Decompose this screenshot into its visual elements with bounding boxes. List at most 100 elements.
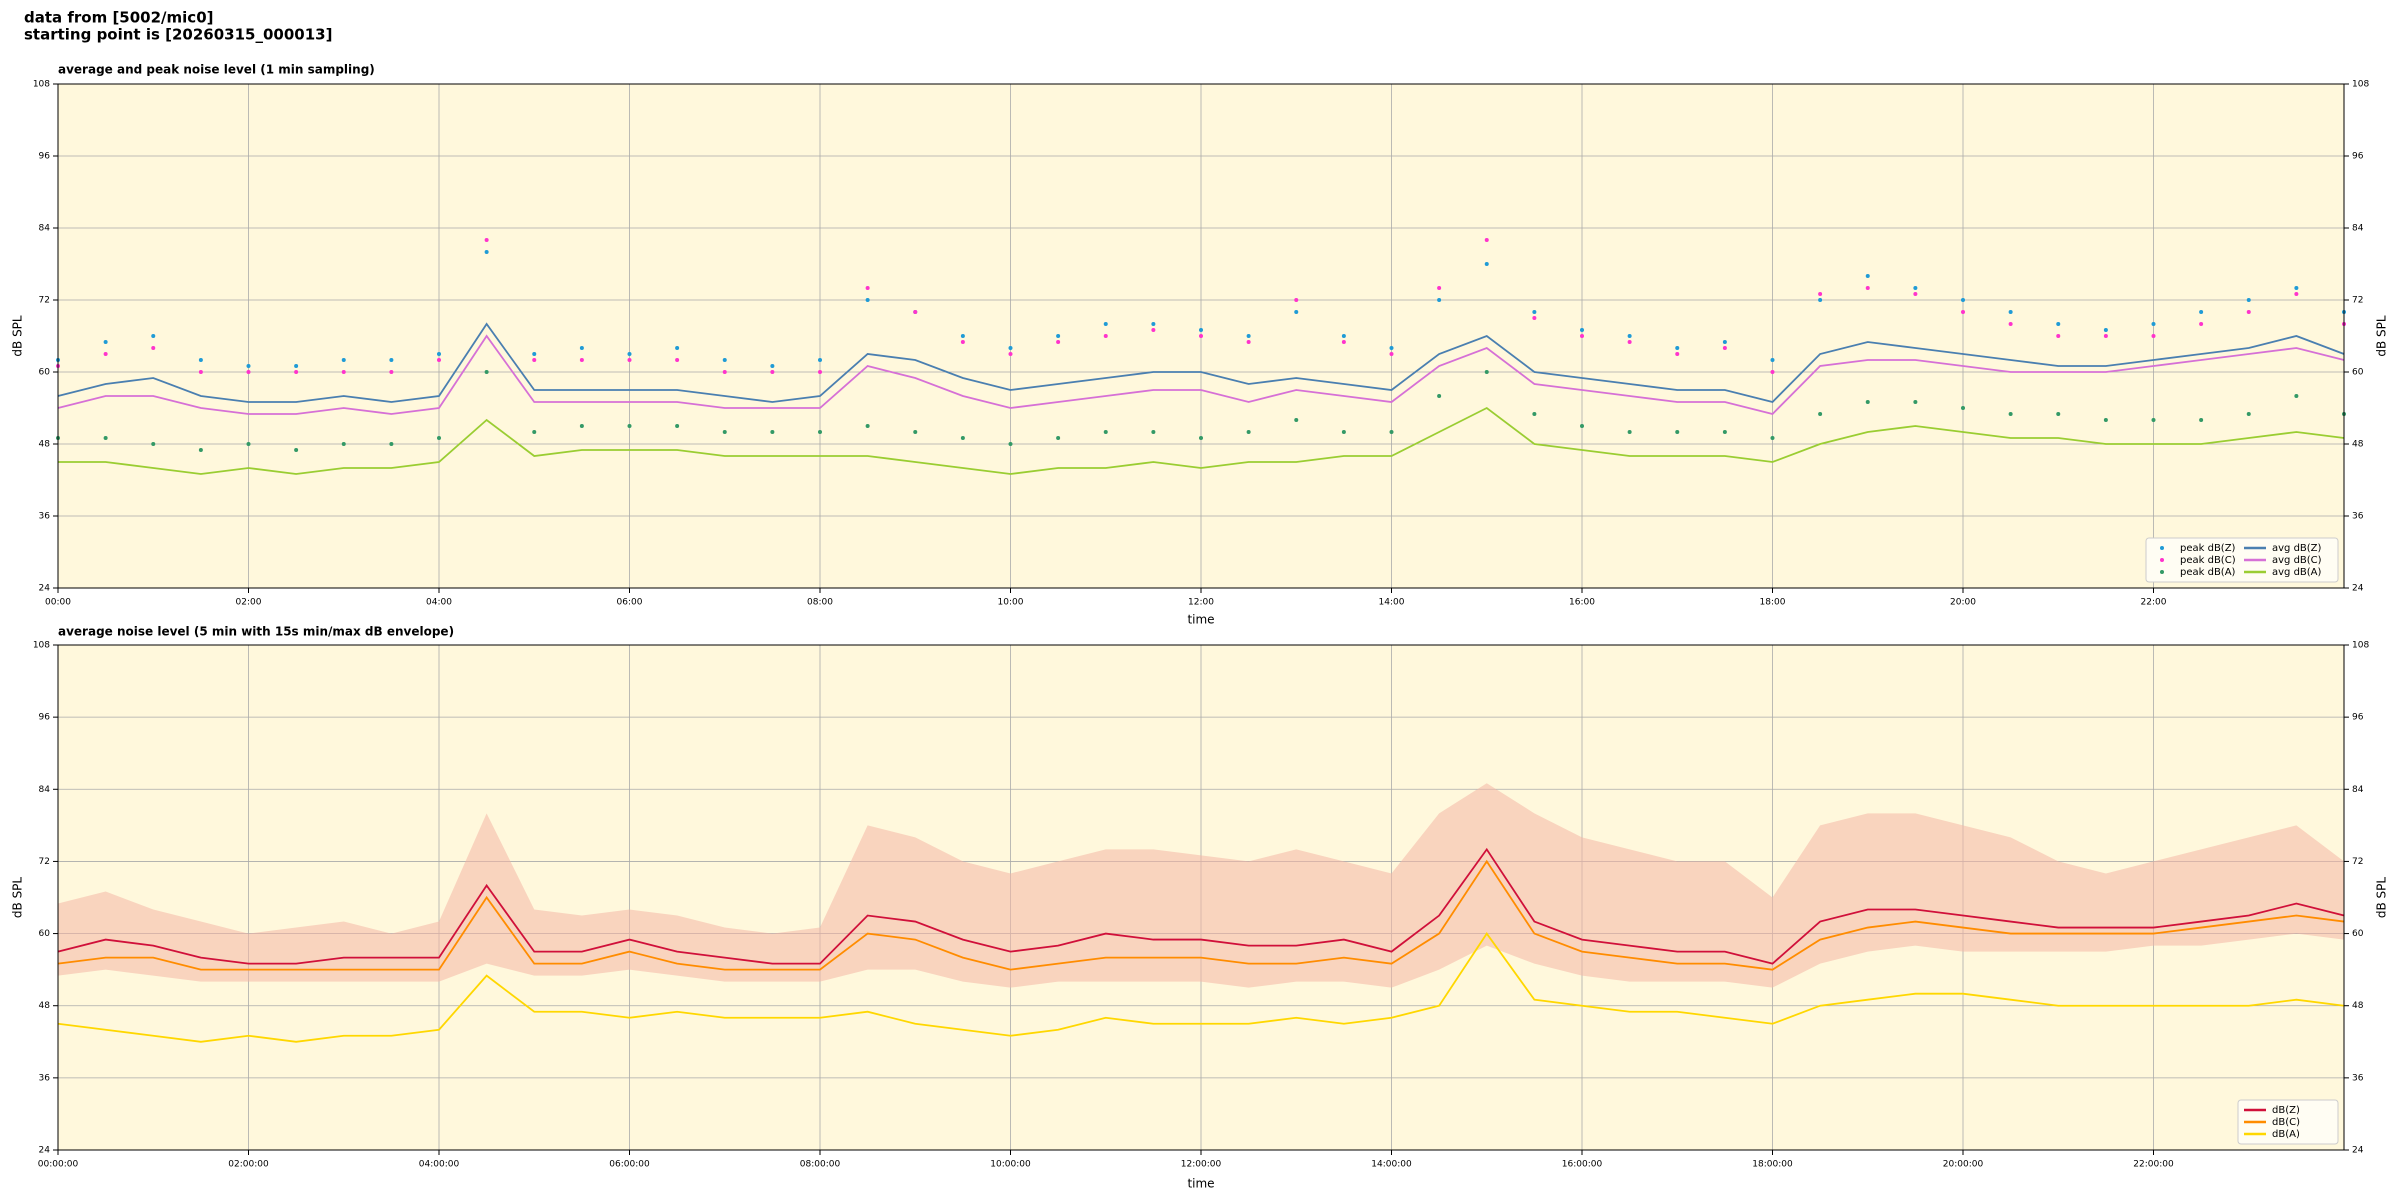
peak-point	[1913, 286, 1918, 290]
peak-point	[341, 370, 346, 374]
peak-point	[2199, 310, 2204, 314]
y-tick-label: 72	[2352, 857, 2363, 867]
peak-point	[627, 352, 632, 356]
peak-point	[389, 370, 394, 374]
peak-point	[1580, 328, 1584, 332]
y-tick-label: 96	[2352, 713, 2364, 723]
legend-label: dB(A)	[2272, 1129, 2300, 1140]
peak-point	[1818, 298, 1823, 302]
peak-point	[675, 346, 680, 350]
legend-label: avg dB(C)	[2272, 555, 2322, 566]
peak-point	[1437, 394, 1442, 398]
peak-point	[198, 370, 203, 374]
y-tick-label: 60	[2352, 368, 2364, 378]
legend-label: peak dB(Z)	[2180, 543, 2236, 554]
peak-point	[1675, 346, 1680, 350]
x-tick-label: 12:00	[1188, 598, 1214, 608]
y-tick-label: 84	[39, 785, 51, 795]
peak-point	[1294, 298, 1299, 302]
peak-point	[1437, 298, 1442, 302]
peak-point	[437, 352, 441, 356]
peak-point	[2008, 310, 2013, 314]
peak-point	[103, 436, 108, 440]
peak-point	[1818, 292, 1823, 296]
chart-title: average noise level (5 min with 15s min/…	[58, 625, 454, 639]
peak-point	[1675, 352, 1680, 356]
peak-point	[341, 358, 346, 362]
y-tick-label: 108	[33, 641, 50, 651]
x-tick-label: 18:00	[1760, 598, 1786, 608]
peak-point	[341, 442, 346, 446]
y-tick-label: 96	[2352, 152, 2364, 162]
peak-point	[1437, 286, 1442, 290]
peak-point	[1008, 352, 1013, 356]
x-axis-label: time	[1187, 1177, 1214, 1191]
legend-label: peak dB(C)	[2180, 555, 2236, 566]
legend-label: avg dB(A)	[2272, 567, 2322, 578]
header-line: data from [5002/mic0]	[24, 9, 214, 27]
x-tick-label: 04:00:00	[419, 1160, 460, 1170]
peak-point	[818, 430, 822, 434]
peak-point	[1341, 340, 1346, 344]
x-tick-label: 12:00:00	[1181, 1160, 1222, 1170]
peak-point	[1341, 430, 1346, 434]
series-line	[58, 406, 2345, 475]
peak-point	[1389, 430, 1394, 434]
x-tick-label: 22:00	[2141, 598, 2167, 608]
peak-point	[865, 286, 870, 290]
y-tick-label: 24	[2352, 1146, 2364, 1156]
y-tick-label: 108	[2352, 80, 2369, 90]
peak-point	[389, 358, 394, 362]
peak-point	[722, 370, 727, 374]
peak-point	[2103, 334, 2108, 338]
peak-point	[437, 358, 441, 362]
peak-point	[1484, 262, 1489, 266]
x-tick-label: 06:00	[617, 598, 643, 608]
peak-point	[2056, 412, 2061, 416]
y-axis-label: dB SPL	[11, 315, 25, 357]
y-tick-label: 36	[2352, 1073, 2364, 1083]
peak-point	[1818, 412, 1823, 416]
peak-point	[1722, 346, 1727, 350]
peak-point	[198, 358, 203, 362]
peak-point	[484, 250, 489, 254]
y-tick-label: 36	[2352, 512, 2364, 522]
peak-point	[1484, 370, 1489, 374]
peak-point	[2056, 322, 2061, 326]
peak-point	[2151, 418, 2156, 422]
peak-point	[294, 448, 299, 452]
peak-point	[2151, 334, 2156, 338]
y-tick-label: 60	[2352, 929, 2364, 939]
peak-point	[1722, 340, 1727, 344]
peak-point	[1151, 430, 1156, 434]
peak-point	[579, 424, 584, 428]
peak-point	[294, 370, 299, 374]
peak-point	[1722, 430, 1727, 434]
x-axis-label: time	[1187, 613, 1214, 627]
peak-point	[437, 436, 441, 440]
peak-point	[1294, 418, 1299, 422]
peak-point	[1294, 310, 1299, 314]
peak-point	[103, 352, 108, 356]
peak-point	[1532, 316, 1537, 320]
peak-point	[2199, 322, 2204, 326]
x-tick-label: 14:00:00	[1371, 1160, 1412, 1170]
legend-marker	[2160, 546, 2164, 550]
x-tick-label: 10:00:00	[990, 1160, 1031, 1170]
peak-point	[2103, 328, 2108, 332]
y-tick-label: 84	[2352, 785, 2364, 795]
peak-point	[675, 424, 680, 428]
peak-point	[913, 310, 918, 314]
peak-point	[1532, 310, 1537, 314]
peak-point	[675, 358, 680, 362]
x-tick-label: 08:00	[807, 598, 833, 608]
plot-frame	[57, 644, 2345, 1151]
peak-point	[1199, 436, 1203, 440]
peak-point	[1103, 334, 1108, 338]
peak-point	[818, 370, 822, 374]
legend-marker	[2160, 558, 2164, 562]
y-tick-label: 108	[33, 80, 50, 90]
peak-point	[2294, 286, 2299, 290]
peak-point	[1103, 430, 1108, 434]
peak-point	[2151, 322, 2156, 326]
